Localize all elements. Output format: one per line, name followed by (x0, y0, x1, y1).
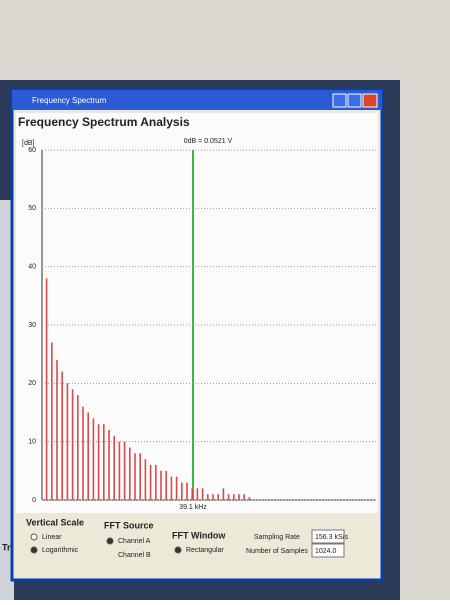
spectrum-bar (118, 441, 121, 500)
y-tick-label: 0 (32, 497, 36, 504)
spectrum-bar (170, 476, 173, 500)
chart-title: Frequency Spectrum Analysis (18, 115, 190, 129)
spectrum-bar (92, 418, 95, 500)
spectrum-bar (160, 470, 162, 500)
cursor-label: 39.1 kHz (179, 504, 207, 511)
spectrum-bar (155, 465, 157, 500)
y-tick-label: 60 (28, 147, 36, 154)
y-tick-label: 40 (28, 264, 36, 271)
spectrum-bar (233, 494, 235, 500)
spectrum-bar (129, 447, 131, 500)
field-label: Number of Samples (246, 548, 308, 555)
field-box (311, 529, 345, 544)
field-value: 156.3 kS/s (315, 534, 349, 541)
reference-label: 0dB = 0.0521 V (184, 138, 233, 145)
y-tick-label: 20 (28, 380, 36, 387)
field-box (311, 543, 345, 558)
spectrum-bar (243, 494, 245, 500)
y-tick-label: 30 (28, 322, 36, 329)
group-title: Vertical Scale (26, 517, 84, 527)
spectrum-bar (108, 430, 110, 500)
spectrum-bar (222, 488, 225, 500)
spectrum-bar (139, 453, 141, 500)
spectrum-bar (66, 383, 69, 500)
radio-label: Logarithmic (42, 547, 79, 554)
background-label: Trig (2, 542, 19, 552)
spectrum-bar (196, 488, 199, 500)
plot-panel (16, 113, 378, 513)
spectrum-bar (144, 459, 147, 500)
spectrum-bar (123, 441, 126, 500)
spectrum-bar (175, 476, 178, 500)
y-tick-label: 10 (28, 439, 36, 446)
close-button[interactable] (362, 93, 378, 108)
radio-button[interactable] (30, 533, 38, 541)
spectrum-bar (45, 278, 48, 500)
spectrum-bar (212, 494, 214, 500)
radio-label: Rectangular (186, 547, 224, 554)
y-axis-label: [dB] (22, 140, 35, 147)
spectrum-bar (181, 482, 183, 500)
y-tick-label: 50 (28, 205, 36, 212)
field-label: Sampling Rate (254, 534, 300, 541)
spectrum-bar (191, 488, 193, 500)
spectrum-bar (77, 395, 79, 500)
radio-label: Linear (42, 534, 62, 541)
spectrum-bar (238, 494, 240, 500)
radio-button[interactable] (30, 546, 38, 554)
spectrum-bar (248, 497, 251, 500)
spectrum-bar (51, 342, 53, 500)
spectrum-bar (227, 494, 230, 500)
group-title: FFT Window (172, 530, 226, 540)
spectrum-bar (87, 412, 89, 500)
spectrum-bar (134, 453, 136, 500)
window-title: Frequency Spectrum (32, 96, 107, 105)
spectrum-bar (201, 488, 204, 500)
radio-button[interactable] (106, 537, 114, 545)
spectrum-bar (103, 424, 105, 500)
radio-label: Channel A (118, 538, 151, 545)
group-title: FFT Source (104, 520, 154, 530)
spectrum-bar (82, 406, 84, 500)
spectrum-bar (71, 389, 74, 500)
spectrum-bar (217, 494, 219, 500)
title-bar (12, 90, 382, 110)
radio-label: Channel B (118, 552, 151, 559)
maximize-button[interactable] (347, 93, 362, 108)
spectrum-bar (56, 360, 58, 500)
field-value: 1024.0 (315, 548, 337, 555)
minimize-button[interactable] (332, 93, 347, 108)
spectrum-bar (186, 482, 188, 500)
spectrum-bar (97, 424, 100, 500)
spectrum-bar (149, 465, 152, 500)
spectrum-bar (113, 435, 115, 500)
spectrum-bar (207, 494, 209, 500)
spectrum-bar (165, 470, 167, 500)
spectrum-bar (61, 371, 63, 500)
radio-button[interactable] (174, 546, 182, 554)
